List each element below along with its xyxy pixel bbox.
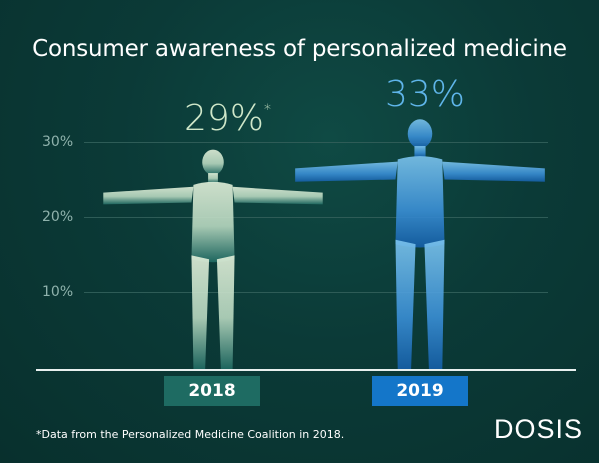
- value-text-2018: 29%: [184, 98, 265, 139]
- value-label-2018: 29%*: [184, 98, 271, 139]
- x-axis-line: [36, 369, 576, 371]
- y-tick-30: 30%: [42, 134, 74, 150]
- bar-figure-2019: [295, 119, 545, 369]
- y-tick-10: 10%: [42, 284, 74, 300]
- category-label-2019: 2019: [372, 376, 468, 406]
- category-label-2018: 2018: [164, 376, 260, 406]
- gridline-30: [84, 142, 548, 143]
- brand-logo: DOSIS: [494, 414, 584, 444]
- footnote-mark: *: [264, 102, 272, 118]
- value-label-2019: 33%: [385, 74, 465, 115]
- gridline-10: [84, 292, 548, 293]
- chart-title: Consumer awareness of personalized medic…: [32, 36, 567, 62]
- gridline-20: [84, 217, 548, 218]
- footnote: *Data from the Personalized Medicine Coa…: [36, 428, 345, 441]
- value-text-2019: 33%: [385, 74, 466, 115]
- bar-figure-2018: [103, 149, 323, 369]
- y-tick-20: 20%: [42, 209, 74, 225]
